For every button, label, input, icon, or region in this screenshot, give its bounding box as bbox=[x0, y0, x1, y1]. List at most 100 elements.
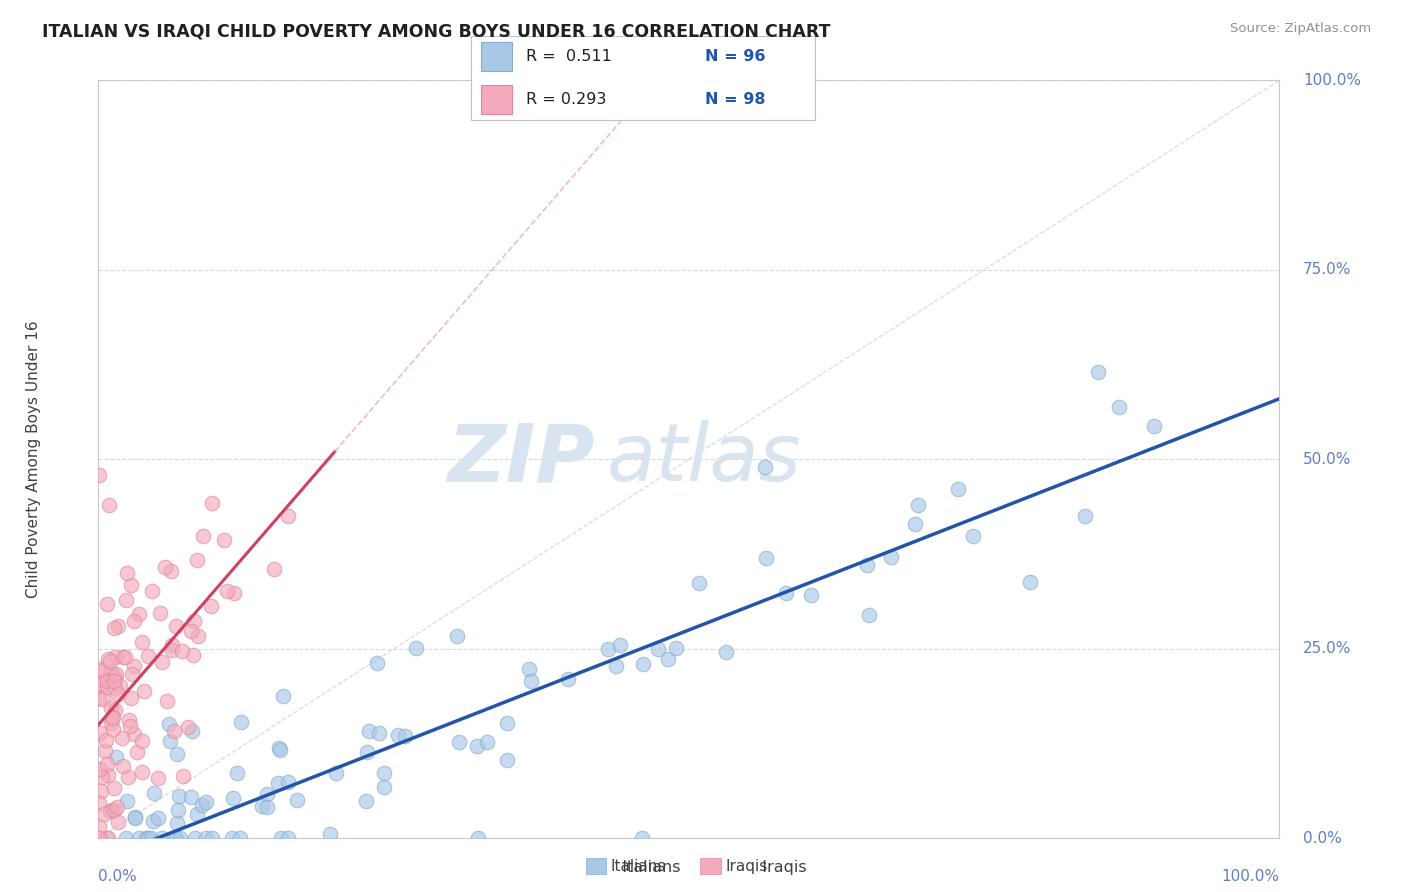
Point bbox=[98, 654, 121, 668]
Point bbox=[183, 614, 205, 628]
Point bbox=[467, 739, 489, 753]
Point bbox=[87, 676, 110, 690]
Text: 75.0%: 75.0% bbox=[1303, 262, 1351, 277]
Point bbox=[131, 733, 153, 747]
Point bbox=[107, 618, 129, 632]
Point bbox=[117, 770, 139, 784]
Point bbox=[117, 713, 139, 727]
Point bbox=[104, 681, 127, 695]
Point bbox=[172, 769, 194, 783]
Point bbox=[90, 770, 112, 784]
Point bbox=[394, 729, 416, 743]
Text: 50.0%: 50.0% bbox=[1303, 452, 1351, 467]
Point bbox=[97, 652, 120, 666]
Point bbox=[217, 584, 239, 599]
Point bbox=[166, 747, 188, 761]
Point bbox=[112, 649, 135, 664]
Point bbox=[270, 831, 292, 846]
Point bbox=[273, 690, 295, 704]
Point bbox=[136, 648, 159, 663]
Point bbox=[325, 765, 347, 780]
Point bbox=[167, 803, 190, 817]
Point bbox=[609, 638, 631, 652]
Point bbox=[366, 656, 388, 670]
Point bbox=[657, 652, 679, 666]
Point bbox=[496, 753, 519, 767]
Point bbox=[150, 655, 173, 669]
Text: ITALIAN VS IRAQI CHILD POVERTY AMONG BOYS UNDER 16 CORRELATION CHART: ITALIAN VS IRAQI CHILD POVERTY AMONG BOY… bbox=[42, 22, 831, 40]
Point bbox=[96, 674, 118, 689]
Point bbox=[142, 786, 165, 800]
Point bbox=[96, 757, 118, 772]
Point bbox=[108, 679, 131, 693]
Point bbox=[159, 734, 181, 748]
Point bbox=[90, 784, 112, 798]
Point bbox=[89, 725, 111, 739]
Point bbox=[165, 831, 187, 846]
Point bbox=[167, 789, 190, 803]
Point bbox=[221, 831, 243, 846]
Point bbox=[93, 744, 115, 758]
Point bbox=[132, 683, 155, 698]
Point bbox=[104, 671, 127, 685]
Point bbox=[1142, 418, 1164, 433]
Point bbox=[357, 723, 380, 738]
Point bbox=[101, 711, 124, 725]
Point bbox=[177, 721, 200, 735]
Text: Italians: Italians bbox=[612, 860, 681, 874]
Point bbox=[163, 831, 186, 846]
Point bbox=[186, 553, 208, 567]
Point bbox=[557, 673, 579, 687]
Point bbox=[256, 787, 278, 801]
Point bbox=[89, 831, 111, 846]
Point bbox=[87, 662, 110, 676]
Point bbox=[107, 814, 129, 829]
Point bbox=[120, 578, 142, 592]
Point bbox=[103, 669, 125, 683]
Point bbox=[226, 766, 249, 780]
Point bbox=[356, 745, 378, 759]
Point bbox=[96, 680, 118, 694]
Point bbox=[186, 806, 208, 821]
Point bbox=[166, 815, 188, 830]
Point bbox=[146, 811, 169, 825]
Point bbox=[122, 658, 145, 673]
Point bbox=[124, 810, 146, 824]
Point bbox=[150, 831, 173, 846]
Point bbox=[716, 644, 738, 658]
Point bbox=[263, 562, 285, 576]
Point bbox=[91, 677, 114, 691]
Point bbox=[267, 741, 290, 756]
Point bbox=[136, 831, 159, 846]
Point bbox=[858, 607, 880, 622]
Point bbox=[285, 793, 308, 807]
Point bbox=[128, 607, 150, 621]
Point bbox=[467, 831, 489, 846]
Point bbox=[775, 585, 797, 599]
Point bbox=[98, 804, 121, 818]
Point bbox=[170, 644, 193, 658]
Point bbox=[103, 781, 125, 796]
Point bbox=[97, 768, 120, 782]
Point bbox=[755, 550, 778, 565]
Point bbox=[120, 691, 142, 706]
Point bbox=[387, 728, 409, 742]
Point bbox=[96, 831, 118, 846]
Text: R =  0.511: R = 0.511 bbox=[526, 49, 612, 64]
Point bbox=[598, 642, 620, 657]
Point bbox=[100, 716, 122, 731]
Point bbox=[157, 717, 180, 731]
Text: Italians: Italians bbox=[610, 859, 666, 873]
Point bbox=[184, 830, 207, 845]
Point bbox=[87, 831, 110, 846]
Point bbox=[405, 641, 427, 656]
Point bbox=[665, 641, 688, 656]
Point bbox=[754, 459, 776, 474]
Point bbox=[605, 659, 627, 673]
Point bbox=[319, 827, 342, 841]
FancyBboxPatch shape bbox=[481, 43, 512, 71]
Point bbox=[165, 619, 187, 633]
Text: N = 96: N = 96 bbox=[706, 49, 766, 64]
Point bbox=[367, 726, 389, 740]
Point bbox=[160, 643, 183, 657]
